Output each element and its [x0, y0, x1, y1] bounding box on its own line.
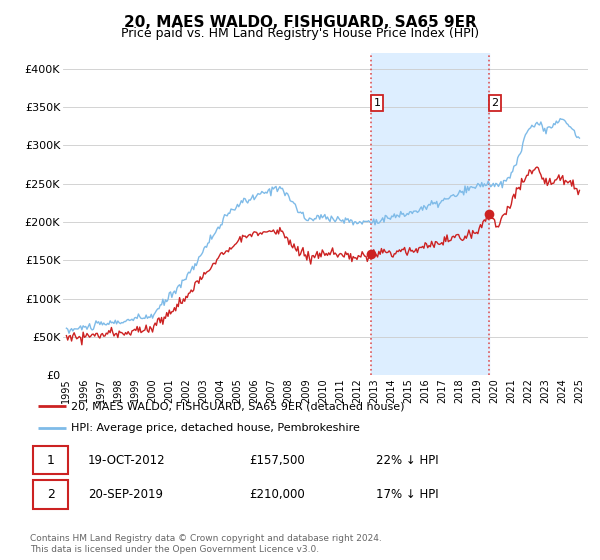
Text: HPI: Average price, detached house, Pembrokeshire: HPI: Average price, detached house, Pemb… — [71, 423, 360, 433]
Text: £210,000: £210,000 — [250, 488, 305, 501]
Text: 1: 1 — [373, 98, 380, 108]
Text: £157,500: £157,500 — [250, 454, 305, 467]
Text: 2: 2 — [491, 98, 499, 108]
Text: This data is licensed under the Open Government Licence v3.0.: This data is licensed under the Open Gov… — [30, 545, 319, 554]
Text: 20-SEP-2019: 20-SEP-2019 — [88, 488, 163, 501]
Text: 2: 2 — [47, 488, 55, 501]
Text: 17% ↓ HPI: 17% ↓ HPI — [376, 488, 439, 501]
Text: 20, MAES WALDO, FISHGUARD, SA65 9ER: 20, MAES WALDO, FISHGUARD, SA65 9ER — [124, 15, 476, 30]
Text: Price paid vs. HM Land Registry's House Price Index (HPI): Price paid vs. HM Land Registry's House … — [121, 27, 479, 40]
Text: Contains HM Land Registry data © Crown copyright and database right 2024.: Contains HM Land Registry data © Crown c… — [30, 534, 382, 543]
Text: 22% ↓ HPI: 22% ↓ HPI — [376, 454, 439, 467]
FancyBboxPatch shape — [33, 446, 68, 474]
Text: 20, MAES WALDO, FISHGUARD, SA65 9ER (detached house): 20, MAES WALDO, FISHGUARD, SA65 9ER (det… — [71, 401, 404, 411]
Bar — [371, 53, 489, 375]
Text: 19-OCT-2012: 19-OCT-2012 — [88, 454, 165, 467]
Text: 1: 1 — [47, 454, 55, 467]
FancyBboxPatch shape — [33, 480, 68, 508]
